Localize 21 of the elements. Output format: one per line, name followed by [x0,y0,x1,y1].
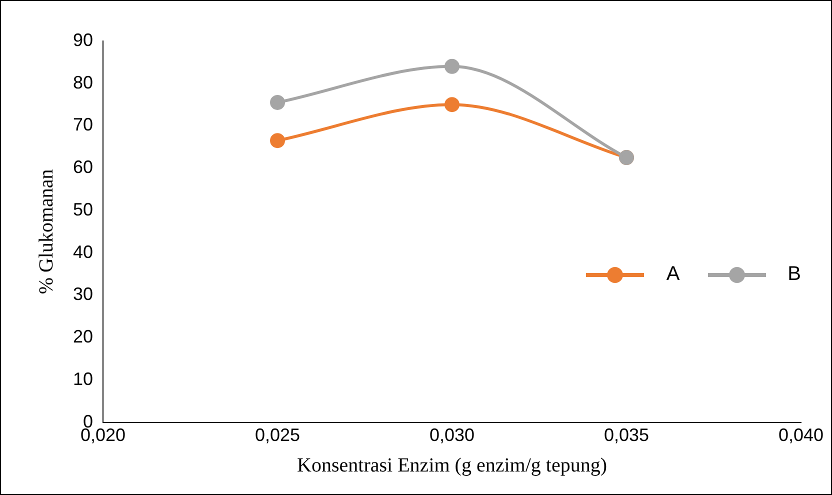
y-axis-title: % Glukomanan [35,169,58,294]
y-tick-label: 50 [72,199,94,220]
point [270,94,286,110]
y-tick-label: 20 [72,326,94,347]
x-axis-title: Konsentrasi Enzim (g enzim/g tepung) [297,454,607,476]
x-tick-label: 0,030 [429,425,475,446]
y-tick-label: 60 [72,157,94,178]
y-tick-label: 10 [72,368,94,389]
x-tick-label: 0,025 [254,425,300,446]
point [444,97,460,112]
point [444,58,460,74]
y-tick-label: 30 [72,284,94,304]
y-tick-label: 40 [72,242,94,262]
legend-label: A [666,263,680,286]
y-tick-label: 70 [72,114,94,135]
legend-label: B [788,263,801,286]
point [270,133,286,148]
y-tick-label: 90 [72,30,94,50]
x-tick-label: 0,040 [778,425,824,446]
x-tick-label: 0,035 [604,425,650,446]
y-tick-label: 80 [72,72,94,92]
